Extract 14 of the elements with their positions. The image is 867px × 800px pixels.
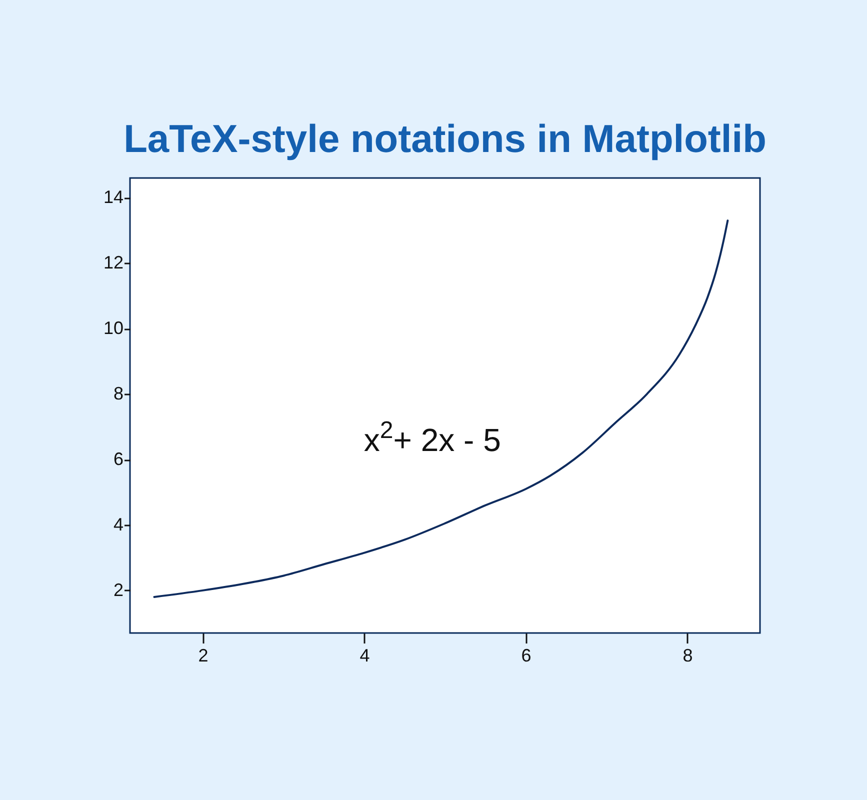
x-tick-label: 4 — [360, 646, 370, 666]
x-tick-label: 2 — [198, 646, 208, 666]
y-tick-label: 2 — [113, 580, 124, 600]
annotation: x$^{2}$+ 2x - 5 — [364, 416, 501, 458]
y-tick-label: 6 — [113, 449, 124, 470]
chart-title: LaTeX-style notations in Matplotlib — [124, 118, 766, 161]
y-tick-label: 10 — [103, 318, 124, 338]
x-tick-label: 6 — [521, 646, 532, 666]
y-tick-label: 12 — [103, 252, 124, 273]
line-series — [153, 220, 729, 598]
y-tick-label: 8 — [113, 384, 124, 404]
x-tick-label: 8 — [682, 646, 693, 666]
y-tick-label: 4 — [113, 514, 124, 534]
y-tick-label: 14 — [103, 187, 124, 208]
